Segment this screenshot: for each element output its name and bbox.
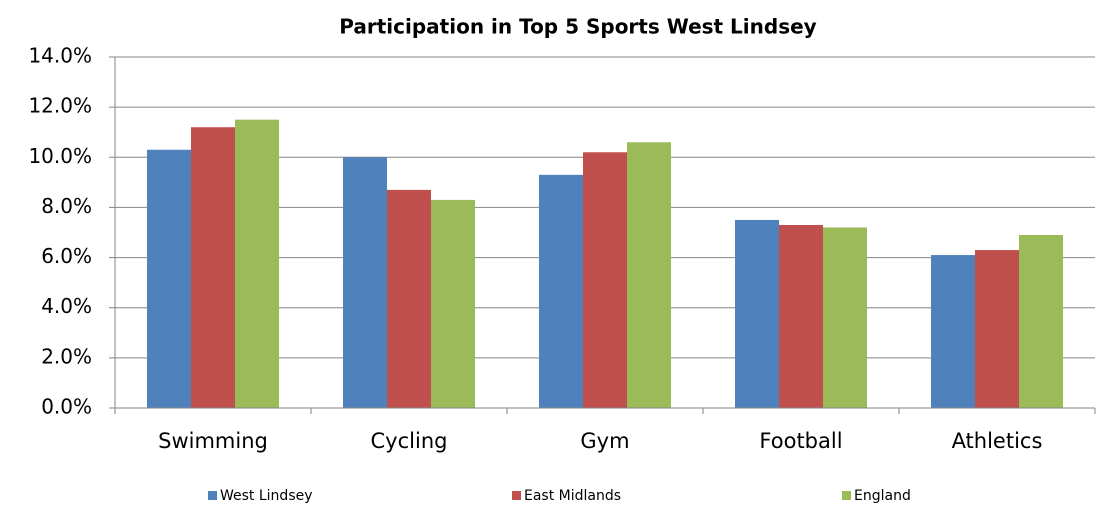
- legend-swatch: [512, 491, 521, 500]
- legend-label: West Lindsey: [220, 488, 313, 504]
- bar: [931, 255, 975, 408]
- chart-title: Participation in Top 5 Sports West Linds…: [339, 15, 816, 39]
- legend-label: East Midlands: [524, 488, 621, 504]
- bar: [387, 189, 431, 408]
- bar: [539, 174, 583, 408]
- bar: [779, 224, 823, 408]
- bar: [1019, 235, 1063, 408]
- bar: [627, 142, 671, 408]
- bar: [823, 227, 867, 408]
- bar: [191, 127, 235, 408]
- bar: [975, 250, 1019, 408]
- y-tick-label: 14.0%: [28, 44, 92, 68]
- bar: [583, 152, 627, 408]
- y-tick-label: 6.0%: [41, 244, 92, 268]
- legend-swatch: [842, 491, 851, 500]
- legend-label: England: [854, 488, 911, 504]
- legend-swatch: [208, 491, 217, 500]
- y-tick-label: 4.0%: [41, 294, 92, 318]
- y-tick-label: 10.0%: [28, 144, 92, 168]
- y-tick-label: 0.0%: [41, 395, 92, 419]
- bar: [235, 119, 279, 408]
- bar: [147, 149, 191, 408]
- x-tick-label: Football: [759, 429, 842, 453]
- x-tick-label: Athletics: [952, 429, 1043, 453]
- x-tick-label: Cycling: [371, 429, 448, 453]
- x-tick-label: Swimming: [158, 429, 268, 453]
- y-tick-label: 8.0%: [41, 194, 92, 218]
- y-tick-label: 12.0%: [28, 94, 92, 118]
- bar: [431, 199, 475, 408]
- bar: [735, 219, 779, 408]
- bar: [343, 157, 387, 408]
- y-tick-label: 2.0%: [41, 344, 92, 368]
- x-tick-label: Gym: [580, 429, 629, 453]
